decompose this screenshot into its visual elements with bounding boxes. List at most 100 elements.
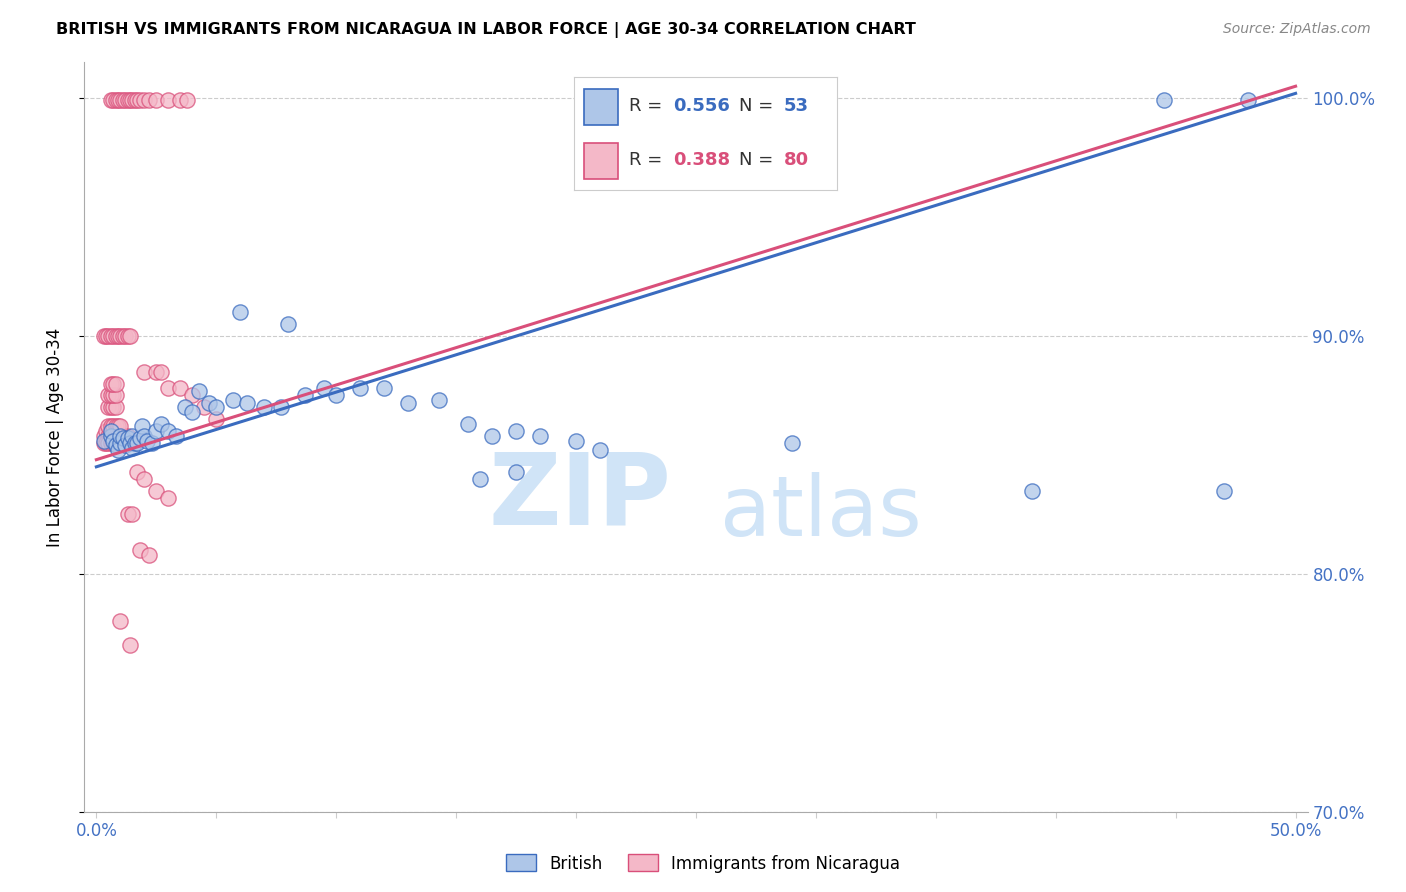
Text: BRITISH VS IMMIGRANTS FROM NICARAGUA IN LABOR FORCE | AGE 30-34 CORRELATION CHAR: BRITISH VS IMMIGRANTS FROM NICARAGUA IN …	[56, 22, 917, 38]
Point	[150, 417, 173, 431]
Point	[101, 436, 124, 450]
Point	[127, 436, 149, 450]
Point	[101, 434, 124, 448]
Point	[100, 424, 122, 438]
Point	[111, 431, 134, 445]
Point	[100, 419, 122, 434]
Point	[100, 94, 122, 108]
Point	[93, 436, 115, 450]
Point	[114, 429, 136, 443]
Point	[111, 94, 134, 108]
Point	[93, 329, 115, 343]
Point	[101, 329, 124, 343]
Point	[110, 94, 132, 108]
Point	[134, 429, 156, 443]
Point	[97, 429, 120, 443]
Point	[222, 393, 245, 408]
Point	[349, 381, 371, 395]
Point	[505, 424, 527, 438]
Point	[121, 508, 143, 522]
Point	[117, 431, 139, 445]
Point	[107, 329, 129, 343]
Point	[138, 548, 160, 562]
Point	[101, 94, 124, 108]
Point	[157, 424, 180, 438]
Point	[97, 388, 120, 402]
Y-axis label: In Labor Force | Age 30-34: In Labor Force | Age 30-34	[45, 327, 63, 547]
Point	[100, 429, 122, 443]
Point	[94, 329, 117, 343]
Point	[145, 94, 167, 108]
Point	[100, 401, 122, 415]
Point	[1153, 94, 1175, 108]
Point	[101, 429, 124, 443]
Point	[110, 429, 132, 443]
Point	[253, 401, 276, 415]
Point	[205, 412, 228, 426]
Point	[176, 94, 198, 108]
Point	[128, 94, 150, 108]
Point	[101, 376, 124, 391]
Point	[780, 436, 803, 450]
Point	[117, 429, 139, 443]
Point	[134, 94, 156, 108]
Point	[104, 419, 127, 434]
Point	[100, 424, 122, 438]
Point	[110, 615, 132, 629]
Point	[131, 419, 153, 434]
Point	[181, 388, 204, 402]
Point	[165, 429, 187, 443]
Point	[157, 94, 180, 108]
Point	[135, 434, 157, 448]
Point	[118, 329, 141, 343]
Point	[134, 472, 156, 486]
Point	[468, 472, 491, 486]
Point	[373, 381, 395, 395]
Point	[314, 381, 336, 395]
Point	[110, 429, 132, 443]
Point	[145, 365, 167, 379]
Point	[97, 329, 120, 343]
Point	[111, 429, 134, 443]
Point	[134, 365, 156, 379]
Point	[589, 443, 612, 458]
Point	[117, 508, 139, 522]
Text: atlas: atlas	[720, 472, 922, 552]
Point	[198, 395, 221, 409]
Point	[117, 94, 139, 108]
Point	[169, 381, 191, 395]
Point	[1212, 483, 1234, 498]
Text: ZIP: ZIP	[489, 449, 672, 546]
Point	[150, 365, 173, 379]
Point	[127, 94, 149, 108]
Point	[427, 393, 450, 408]
Point	[128, 543, 150, 558]
Point	[205, 401, 228, 415]
Point	[104, 376, 127, 391]
Point	[100, 388, 122, 402]
Point	[396, 395, 419, 409]
Point	[121, 94, 143, 108]
Point	[110, 436, 132, 450]
Point	[124, 94, 146, 108]
Point	[104, 401, 127, 415]
Text: Source: ZipAtlas.com: Source: ZipAtlas.com	[1223, 22, 1371, 37]
Point	[94, 424, 117, 438]
Point	[107, 419, 129, 434]
Point	[141, 436, 163, 450]
Point	[121, 441, 143, 455]
Point	[111, 329, 134, 343]
Point	[127, 465, 149, 479]
Point	[236, 395, 259, 409]
Point	[505, 465, 527, 479]
Point	[117, 329, 139, 343]
Point	[104, 429, 127, 443]
Point	[93, 429, 115, 443]
Point	[325, 388, 347, 402]
Point	[97, 419, 120, 434]
Point	[104, 438, 127, 452]
Point	[101, 388, 124, 402]
Point	[104, 436, 127, 450]
Point	[97, 401, 120, 415]
Point	[100, 436, 122, 450]
